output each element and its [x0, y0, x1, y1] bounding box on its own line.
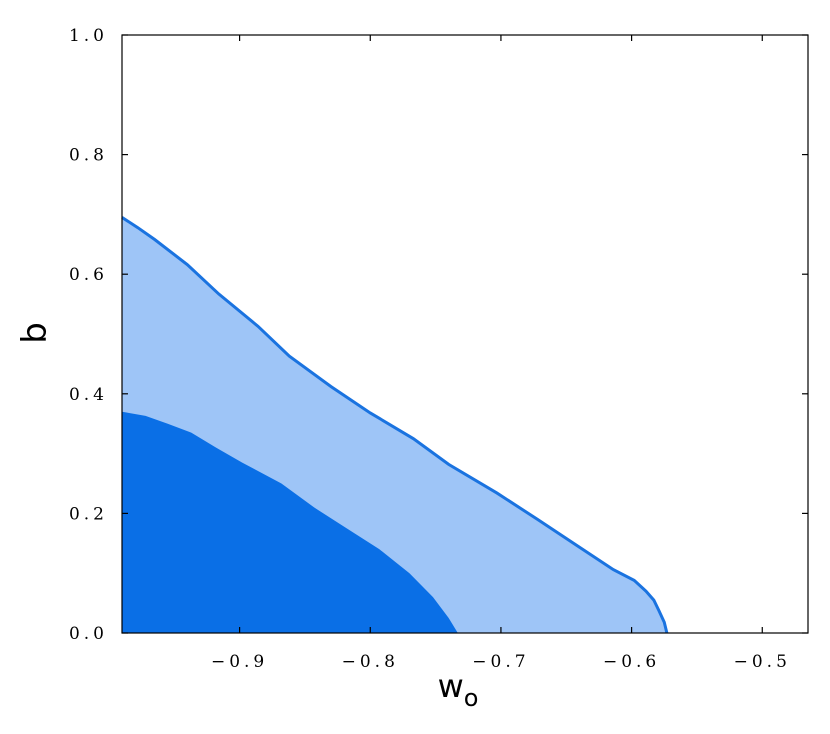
confidence-regions — [121, 216, 669, 634]
plot-frame — [121, 34, 809, 634]
y-tick-label: 0.4 — [69, 385, 108, 405]
outer-boundary — [121, 216, 669, 634]
y-tick-label: 0.6 — [69, 265, 108, 285]
x-tick-label: −0.6 — [603, 652, 660, 672]
inner-region — [122, 411, 458, 633]
x-tick-label: −0.5 — [734, 652, 791, 672]
y-tick-label: 0.2 — [69, 504, 108, 524]
y-tick-label: 0.0 — [69, 624, 108, 644]
y-axis-label: b — [15, 322, 55, 344]
x-tick-label: −0.7 — [472, 652, 529, 672]
y-tick-label: 0.8 — [69, 146, 108, 166]
y-tick-label: 1.0 — [69, 26, 108, 46]
x-tick-label: −0.8 — [342, 652, 399, 672]
x-axis-label: wo — [438, 667, 479, 712]
x-axis-ticks: −0.9 −0.8 −0.7 −0.6 −0.5 — [211, 35, 791, 672]
x-tick-label: −0.9 — [211, 652, 268, 672]
y-axis-ticks: 0.0 0.2 0.4 0.6 0.8 1.0 — [69, 26, 808, 644]
